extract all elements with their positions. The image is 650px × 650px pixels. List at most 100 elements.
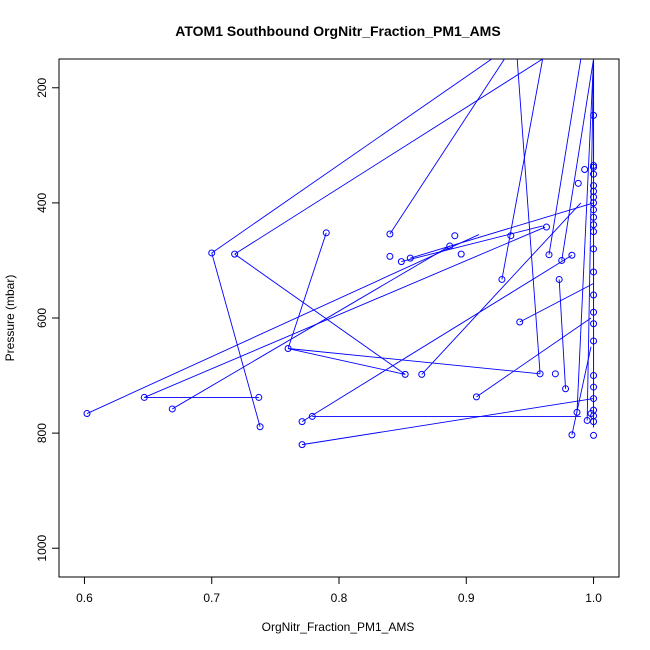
y-axis: 200 400 600 800 1000 <box>35 77 60 562</box>
data-point <box>536 370 544 378</box>
data-point <box>386 252 394 260</box>
data-point <box>555 275 563 283</box>
data-point <box>590 320 598 328</box>
series-line-segment <box>287 232 327 349</box>
y-tick-label: 200 <box>35 77 49 97</box>
series-line-segment <box>234 253 406 375</box>
data-point <box>168 405 176 413</box>
series-line-segment <box>401 225 543 263</box>
series-line-segment <box>576 59 594 413</box>
series-line-segment <box>288 348 541 375</box>
data-point <box>322 229 330 237</box>
data-point <box>590 170 598 178</box>
data-point <box>590 206 598 214</box>
series-line-segment <box>86 234 480 414</box>
series-line-segment <box>389 59 505 235</box>
series-line-segment <box>301 254 573 422</box>
x-tick-label: 1.0 <box>585 591 602 605</box>
series-line-segment <box>558 279 566 389</box>
y-axis-label: Pressure (mbar) <box>3 275 17 362</box>
series-line-segment <box>172 245 450 410</box>
data-point <box>308 412 316 420</box>
series-line-segment <box>287 348 406 375</box>
data-point <box>551 370 559 378</box>
data-point <box>590 372 598 380</box>
y-tick-label: 400 <box>35 193 49 213</box>
series-line-segment <box>144 226 546 398</box>
data-point <box>590 431 598 439</box>
data-point <box>507 232 515 240</box>
data-point <box>256 423 264 431</box>
data-point <box>401 370 409 378</box>
data-point <box>542 223 550 231</box>
data-point <box>590 395 598 403</box>
data-point <box>516 318 524 326</box>
data-point <box>208 249 216 257</box>
data-point <box>406 254 414 262</box>
data-layer <box>83 59 598 449</box>
data-point <box>562 385 570 393</box>
chart-title: ATOM1 Southbound OrgNitr_Fraction_PM1_AM… <box>175 23 500 39</box>
plot-frame <box>58 58 620 578</box>
data-point <box>574 179 582 187</box>
data-point <box>386 230 394 238</box>
data-point <box>590 308 598 316</box>
y-tick-label: 600 <box>35 308 49 328</box>
series-line-segment <box>548 59 582 255</box>
series-line-segment <box>421 202 582 375</box>
data-point <box>298 418 306 426</box>
data-point <box>590 291 598 299</box>
series-line-segment <box>501 59 544 280</box>
data-point <box>472 393 480 401</box>
data-point <box>397 258 405 266</box>
data-point <box>583 416 591 424</box>
data-point <box>568 251 576 259</box>
series-line-segment <box>211 59 492 254</box>
x-tick-label: 0.6 <box>76 591 93 605</box>
x-tick-label: 0.7 <box>203 591 220 605</box>
data-point <box>83 410 91 418</box>
series-line-segment <box>234 59 543 255</box>
series-line-segment <box>519 283 594 323</box>
data-point <box>573 408 581 416</box>
data-point <box>545 251 553 259</box>
data-point <box>590 163 598 171</box>
series-line-segment <box>476 317 592 398</box>
series-line-segment <box>302 398 594 446</box>
data-point <box>140 393 148 401</box>
series-line-segment <box>516 59 541 374</box>
data-point <box>418 370 426 378</box>
data-point <box>231 250 239 258</box>
data-point <box>255 393 263 401</box>
data-point <box>590 418 598 426</box>
data-point <box>590 383 598 391</box>
data-point <box>558 256 566 264</box>
data-point <box>590 111 598 119</box>
data-point <box>590 337 598 345</box>
x-tick-label: 0.9 <box>458 591 475 605</box>
series-line-segment <box>561 59 594 261</box>
data-point <box>284 345 292 353</box>
data-point <box>451 232 459 240</box>
data-point <box>581 166 589 174</box>
data-point <box>568 431 576 439</box>
series-line-segment <box>211 252 261 427</box>
series-line-segment <box>410 202 594 259</box>
y-tick-label: 1000 <box>35 535 49 562</box>
data-point <box>590 268 598 276</box>
data-point <box>298 441 306 449</box>
series-line-segment <box>586 59 594 421</box>
data-point <box>457 250 465 258</box>
y-tick-label: 800 <box>35 423 49 443</box>
data-point <box>446 242 454 250</box>
data-point <box>498 275 506 283</box>
data-point <box>590 213 598 221</box>
data-point <box>590 221 598 229</box>
x-axis-label: OrgNitr_Fraction_PM1_AMS <box>262 620 415 634</box>
data-point <box>590 228 598 236</box>
x-tick-label: 0.8 <box>331 591 348 605</box>
data-point <box>590 245 598 253</box>
data-point <box>590 199 598 207</box>
x-axis: 0.6 0.7 0.8 0.9 1.0 <box>76 576 602 605</box>
